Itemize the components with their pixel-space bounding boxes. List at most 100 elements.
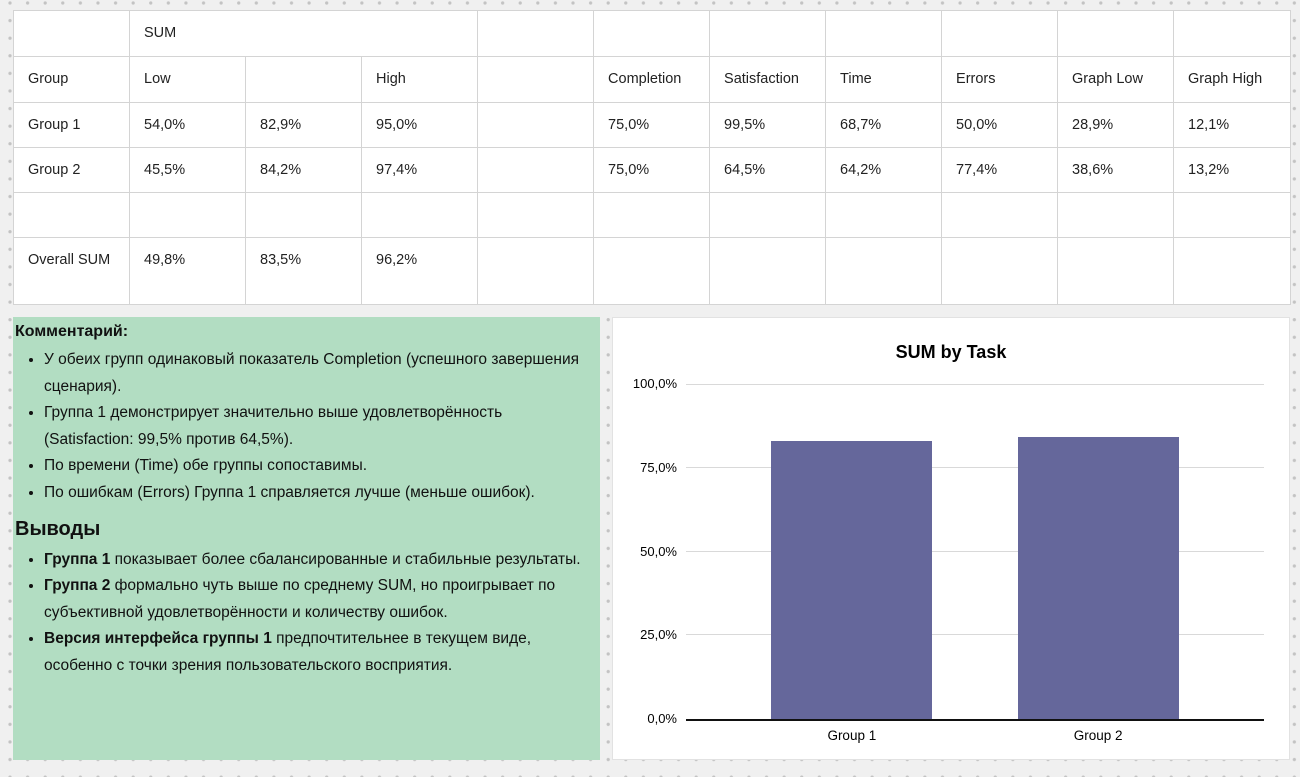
column-header-cell[interactable] bbox=[477, 56, 595, 103]
table-row: Overall SUM 49,8% 83,5% 96,2% bbox=[13, 237, 1292, 305]
table-cell[interactable]: 95,0% bbox=[360, 102, 479, 148]
column-header-cell[interactable]: Group bbox=[13, 56, 130, 103]
gridline bbox=[686, 466, 1264, 468]
bullet-item: Группа 2 формально чуть выше по среднему… bbox=[44, 573, 592, 626]
x-axis-category-label: Group 1 bbox=[827, 728, 877, 743]
table-cell[interactable] bbox=[825, 10, 943, 57]
table-cell[interactable] bbox=[477, 102, 595, 148]
table-cell[interactable]: 54,0% bbox=[129, 102, 246, 148]
table-cell[interactable] bbox=[477, 147, 595, 193]
table-cell[interactable]: 64,5% bbox=[709, 147, 827, 193]
table-cell[interactable]: 38,6% bbox=[1057, 147, 1175, 193]
bullet-item: По времени (Time) обе группы сопоставимы… bbox=[44, 453, 592, 480]
sum-merged-header-cell[interactable]: SUM bbox=[128, 10, 479, 57]
comment-bullet-list: У обеих групп одинаковый показатель Comp… bbox=[15, 347, 592, 507]
table-cell[interactable] bbox=[825, 192, 943, 238]
column-header-cell[interactable]: High bbox=[360, 56, 479, 103]
table-cell[interactable] bbox=[593, 10, 711, 57]
results-table-card[interactable]: SUM Group Low High Completion Satisfaction Tim… bbox=[13, 10, 1292, 305]
table-cell[interactable] bbox=[1173, 10, 1292, 57]
y-axis-tick-label: 75,0% bbox=[640, 459, 677, 475]
table-cell[interactable]: 68,7% bbox=[825, 102, 943, 148]
table-cell[interactable] bbox=[1057, 237, 1175, 305]
table-cell[interactable]: 45,5% bbox=[129, 147, 246, 193]
table-cell[interactable] bbox=[477, 192, 595, 238]
table-cell[interactable] bbox=[941, 192, 1059, 238]
table-cell[interactable] bbox=[360, 192, 479, 238]
column-header-cell[interactable]: Time bbox=[825, 56, 943, 103]
column-header-cell[interactable]: Errors bbox=[941, 56, 1059, 103]
column-header-cell[interactable]: Completion bbox=[593, 56, 711, 103]
table-row: Group 2 45,5% 84,2% 97,4% 75,0% 64,5% 64,2% 77,… bbox=[13, 147, 1292, 193]
table-cell[interactable]: 75,0% bbox=[593, 147, 711, 193]
table-row bbox=[13, 192, 1292, 238]
table-cell[interactable]: 84,2% bbox=[245, 147, 362, 193]
comment-box[interactable]: Комментарий: У обеих групп одинаковый по… bbox=[13, 317, 600, 760]
table-header-row: Group Low High Completion Satisfaction Time Er… bbox=[13, 56, 1292, 103]
table-cell[interactable]: Group 1 bbox=[13, 102, 130, 148]
gridline bbox=[686, 634, 1264, 636]
bullet-bold-lead: Версия интерфейса группы 1 bbox=[44, 630, 272, 648]
table-cell[interactable] bbox=[245, 192, 362, 238]
bullet-item: Группа 1 демонстрирует значительно выше … bbox=[44, 400, 592, 453]
table-cell[interactable] bbox=[1057, 192, 1175, 238]
table-cell[interactable] bbox=[13, 10, 130, 57]
table-cell[interactable]: 50,0% bbox=[941, 102, 1059, 148]
table-cell[interactable]: 12,1% bbox=[1173, 102, 1292, 148]
table-cell[interactable]: 77,4% bbox=[941, 147, 1059, 193]
chart-title: SUM by Task bbox=[895, 342, 1007, 362]
bullet-item: У обеих групп одинаковый показатель Comp… bbox=[44, 347, 592, 400]
table-cell[interactable] bbox=[593, 192, 711, 238]
column-header-cell[interactable]: Low bbox=[129, 56, 246, 103]
bullet-item: По ошибкам (Errors) Группа 1 справляется… bbox=[44, 480, 592, 507]
table-cell[interactable]: 75,0% bbox=[593, 102, 711, 148]
table-cell[interactable] bbox=[129, 192, 246, 238]
table-cell[interactable]: Group 2 bbox=[13, 147, 130, 193]
column-header-cell[interactable] bbox=[245, 56, 362, 103]
table-cell[interactable] bbox=[593, 237, 711, 305]
table-cell[interactable] bbox=[1173, 237, 1292, 305]
bullet-bold-lead: Группа 2 bbox=[44, 577, 111, 595]
gridline bbox=[686, 384, 1264, 385]
results-table: SUM Group Low High Completion Satisfaction Tim… bbox=[13, 10, 1292, 305]
table-cell[interactable] bbox=[477, 10, 595, 57]
table-cell[interactable]: Overall SUM bbox=[13, 237, 130, 305]
table-cell[interactable] bbox=[709, 192, 827, 238]
y-axis-tick-label: 25,0% bbox=[640, 627, 677, 643]
chart-bar-group-1 bbox=[771, 441, 933, 719]
table-cell[interactable] bbox=[941, 237, 1059, 305]
table-cell[interactable]: 99,5% bbox=[709, 102, 827, 148]
table-cell[interactable]: 28,9% bbox=[1057, 102, 1175, 148]
column-header-cell[interactable]: Graph High bbox=[1173, 56, 1292, 103]
table-cell[interactable]: 13,2% bbox=[1173, 147, 1292, 193]
table-cell[interactable]: 49,8% bbox=[129, 237, 246, 305]
chart-card[interactable]: SUM by Task 0,0% 25,0% 50,0% 75,0% 100,0% Gr… bbox=[612, 317, 1290, 760]
table-cell[interactable] bbox=[825, 237, 943, 305]
table-cell[interactable] bbox=[709, 237, 827, 305]
table-cell[interactable]: 64,2% bbox=[825, 147, 943, 193]
chart-bar-group-2 bbox=[1017, 436, 1179, 719]
conclusions-bullet-list: Группа 1 показывает более сбалансированн… bbox=[15, 547, 592, 680]
gridline bbox=[686, 550, 1264, 552]
column-header-cell[interactable]: Graph Low bbox=[1057, 56, 1175, 103]
table-cell[interactable] bbox=[709, 10, 827, 57]
table-cell[interactable]: 83,5% bbox=[245, 237, 362, 305]
table-cell[interactable] bbox=[941, 10, 1059, 57]
table-cell[interactable]: 82,9% bbox=[245, 102, 362, 148]
x-axis-category-label: Group 2 bbox=[1073, 728, 1123, 743]
column-header-cell[interactable]: Satisfaction bbox=[709, 56, 827, 103]
y-axis-tick-label: 0,0% bbox=[647, 711, 677, 726]
table-cell[interactable]: 97,4% bbox=[360, 147, 479, 193]
table-cell[interactable]: 96,2% bbox=[360, 237, 479, 305]
table-cell[interactable] bbox=[13, 192, 130, 238]
table-cell[interactable] bbox=[477, 237, 595, 305]
table-cell[interactable] bbox=[1057, 10, 1175, 57]
table-cell[interactable] bbox=[1173, 192, 1292, 238]
table-row: SUM bbox=[13, 10, 1292, 57]
table-row: Group 1 54,0% 82,9% 95,0% 75,0% 99,5% 68,7% 50,… bbox=[13, 102, 1292, 148]
bullet-item: Группа 1 показывает более сбалансированн… bbox=[44, 547, 592, 574]
bullet-bold-lead: Группа 1 bbox=[44, 550, 111, 568]
y-axis-tick-label: 100,0% bbox=[632, 376, 677, 391]
comment-title: Комментарий: bbox=[15, 323, 129, 340]
